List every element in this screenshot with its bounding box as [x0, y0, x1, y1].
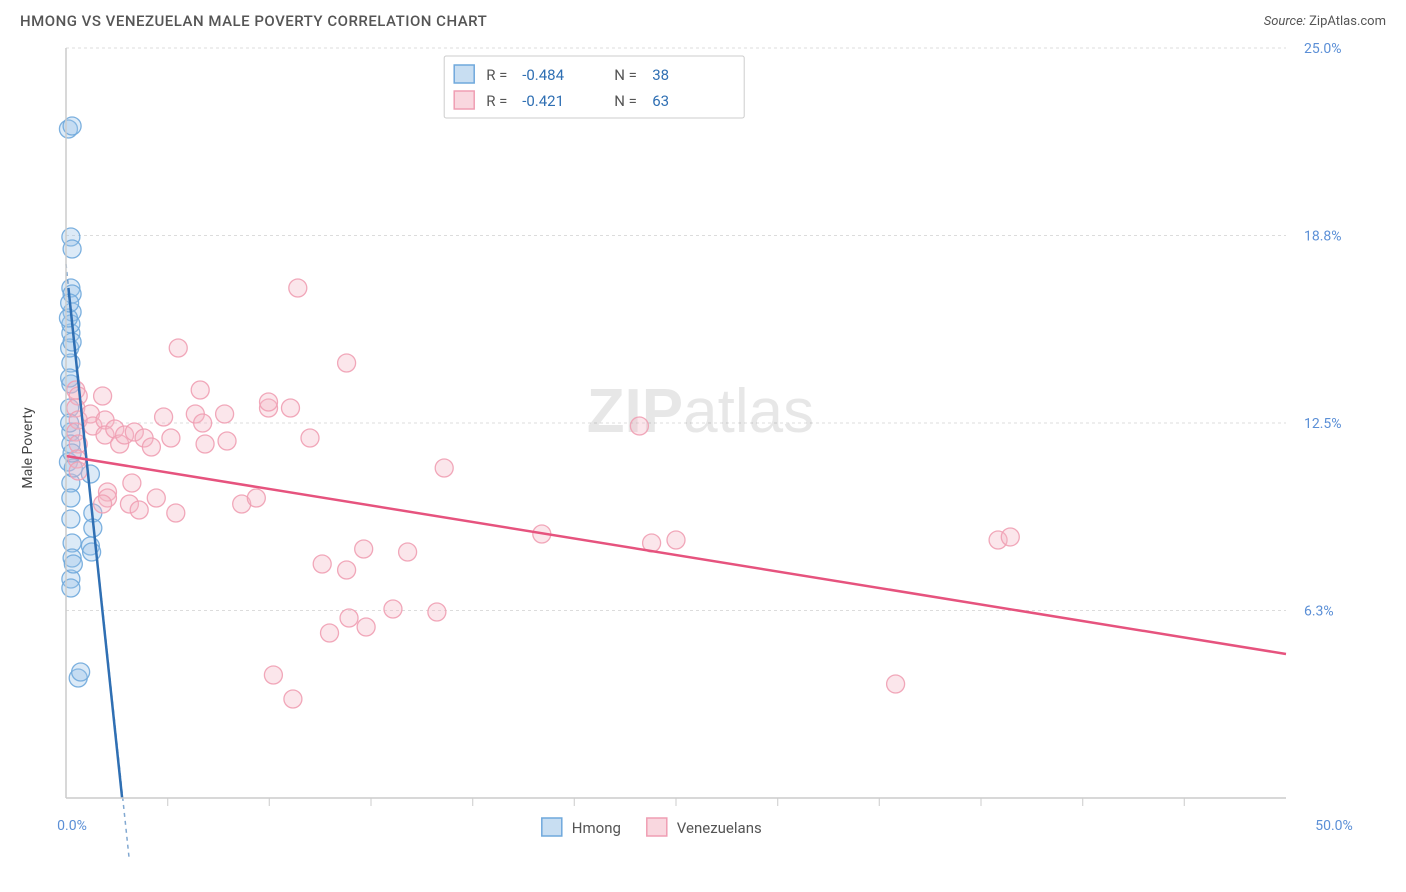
legend-n-value: 63 — [652, 92, 669, 110]
data-point — [167, 504, 185, 522]
legend-series-label: Hmong — [572, 819, 621, 837]
data-point — [62, 510, 80, 528]
data-point — [142, 438, 160, 456]
legend-n-value: 38 — [652, 66, 669, 84]
data-point — [123, 474, 141, 492]
data-point — [301, 429, 319, 447]
x-tick-label: 0.0% — [57, 818, 87, 834]
legend-n-label: N = — [614, 66, 637, 84]
chart-container: Male Poverty 25.0% 6.3% 12.5% 18.8% ZIPatlas… — [20, 38, 1386, 858]
legend-series-label: Venezuelans — [677, 819, 762, 837]
legend-r-value: -0.421 — [522, 92, 564, 110]
y-axis-label: Male Poverty — [20, 407, 36, 488]
y-tick-label: 25.0% — [1304, 41, 1342, 57]
source-attribution: Source: ZipAtlas.com — [1264, 14, 1386, 29]
y-tick-label: 6.3% — [1304, 604, 1334, 620]
data-point — [321, 624, 339, 642]
data-point — [281, 399, 299, 417]
legend-r-label: R = — [486, 66, 507, 84]
data-point — [155, 408, 173, 426]
scatter-chart: 25.0% 6.3% 12.5% 18.8% ZIPatlas 0.0% 50.0% R =-… — [20, 38, 1386, 858]
data-point — [887, 675, 905, 693]
x-tick-label: 50.0% — [1315, 818, 1353, 834]
data-point — [69, 462, 87, 480]
data-point — [218, 432, 236, 450]
data-point — [289, 279, 307, 297]
legend-swatch — [647, 818, 667, 836]
legend-swatch — [454, 91, 474, 109]
data-point — [130, 501, 148, 519]
legend-r-label: R = — [486, 92, 507, 110]
data-point — [630, 417, 648, 435]
data-point — [147, 489, 165, 507]
legend-r-value: -0.484 — [522, 66, 564, 84]
data-point — [94, 387, 112, 405]
data-point — [247, 489, 265, 507]
data-point — [72, 663, 90, 681]
data-point — [340, 609, 358, 627]
data-point — [428, 603, 446, 621]
y-tick-label: 12.5% — [1304, 416, 1342, 432]
data-point — [384, 600, 402, 618]
data-point — [1001, 528, 1019, 546]
y-tick-label: 18.8% — [1304, 229, 1342, 245]
data-point — [216, 405, 234, 423]
trend-line — [66, 456, 1286, 654]
data-point — [355, 540, 373, 558]
data-point — [435, 459, 453, 477]
legend-swatch — [542, 818, 562, 836]
data-point — [191, 381, 209, 399]
data-point — [94, 495, 112, 513]
source-label: Source: — [1264, 14, 1306, 29]
data-point — [169, 339, 187, 357]
data-point — [284, 690, 302, 708]
data-point — [260, 393, 278, 411]
chart-title: HMONG VS VENEZUELAN MALE POVERTY CORRELA… — [20, 12, 487, 30]
source-value: ZipAtlas.com — [1309, 14, 1386, 29]
data-point — [338, 561, 356, 579]
legend-swatch — [454, 65, 474, 83]
data-point — [264, 666, 282, 684]
data-point — [196, 435, 214, 453]
watermark: ZIPatlas — [587, 377, 814, 446]
data-point — [162, 429, 180, 447]
data-point — [64, 555, 82, 573]
data-point — [667, 531, 685, 549]
data-point — [357, 618, 375, 636]
data-point — [338, 354, 356, 372]
data-point — [399, 543, 417, 561]
legend-n-label: N = — [614, 92, 637, 110]
data-point — [313, 555, 331, 573]
data-point — [194, 414, 212, 432]
data-point — [62, 489, 80, 507]
data-point — [62, 579, 80, 597]
